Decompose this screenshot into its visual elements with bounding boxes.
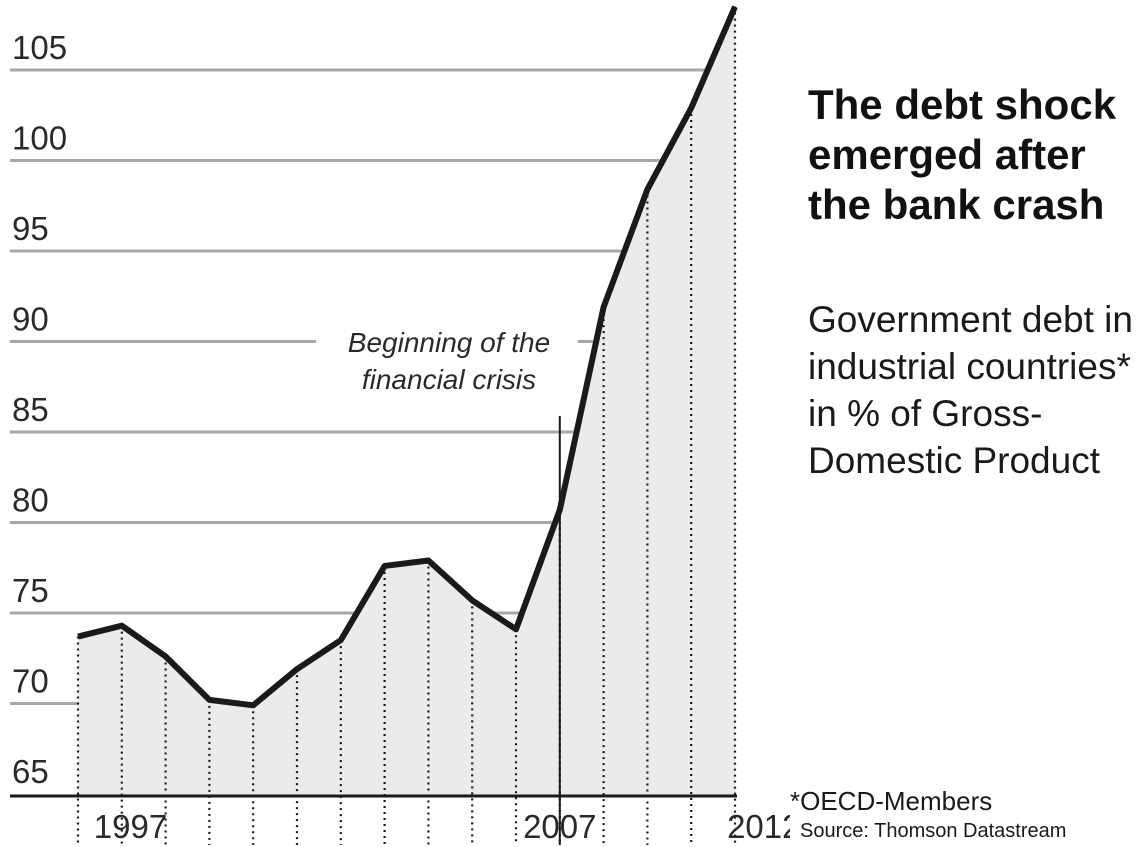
y-tick-90: 90 <box>12 301 49 338</box>
annotation-line-1: Beginning of the <box>348 327 550 358</box>
x-tick-2007: 2007 <box>523 808 596 845</box>
debt-area-fill <box>78 6 735 796</box>
y-tick-95: 95 <box>12 210 49 247</box>
debt-series-line <box>77 5 738 709</box>
chart-title: The debt shock emerged after the bank cr… <box>808 81 1117 228</box>
source-note: Source: Thomson Datastream <box>800 820 1067 842</box>
y-tick-75: 75 <box>12 572 49 609</box>
x-tick-labels: 1997 2007 2012 <box>94 808 790 845</box>
y-tick-labels: 65 70 75 80 85 90 95 100 105 <box>12 29 67 790</box>
y-tick-100: 100 <box>12 120 67 157</box>
y-tick-85: 85 <box>12 391 49 428</box>
footnote: *OECD-Members <box>790 786 993 816</box>
y-tick-80: 80 <box>12 482 49 519</box>
x-tick-2012: 2012 <box>727 808 790 845</box>
debt-chart: Beginning of the financial crisis 65 70 75… <box>10 5 790 845</box>
y-tick-105: 105 <box>12 29 67 66</box>
y-tick-65: 65 <box>12 753 49 790</box>
y-tick-70: 70 <box>12 663 49 700</box>
annotation-line-2: financial crisis <box>362 364 536 395</box>
x-tick-1997: 1997 <box>94 808 167 845</box>
annotation-background <box>316 322 578 398</box>
chart-subtitle: Government debt in industrial countries*… <box>808 299 1133 481</box>
